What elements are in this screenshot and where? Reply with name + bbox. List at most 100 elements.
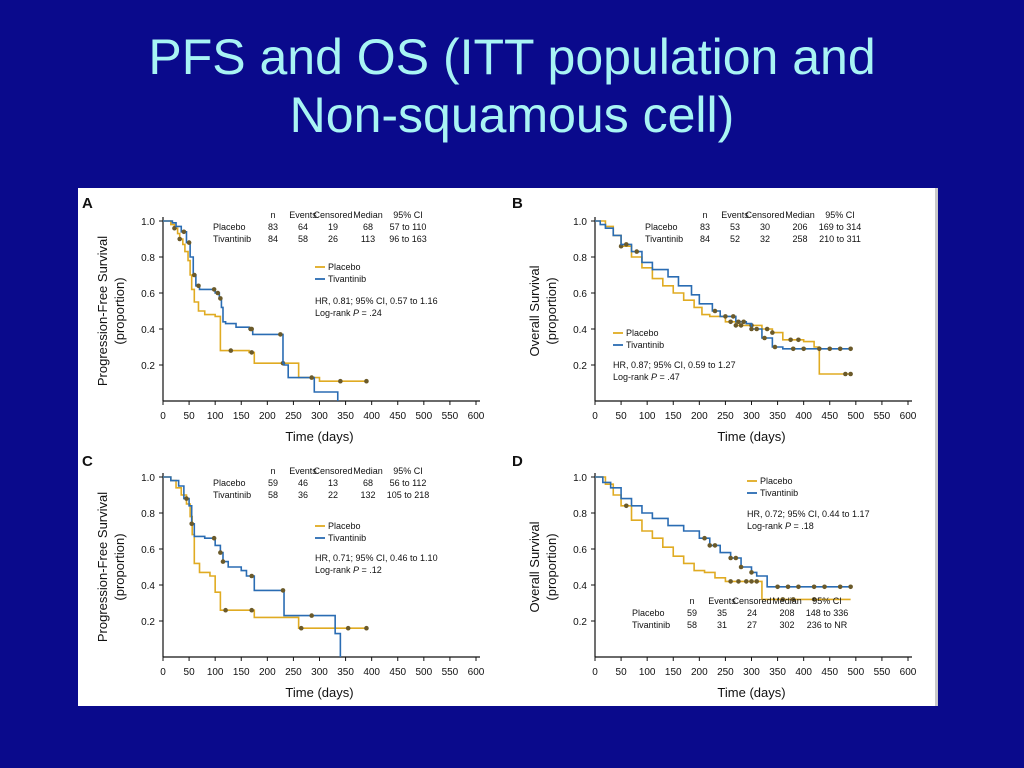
panel-d-table-arm-label: Placebo	[632, 608, 665, 618]
panel-b-tivantinib-censor-mark	[801, 346, 806, 352]
panel-c-letter: C	[82, 453, 93, 470]
panel-d-logrank-text: Log-rank P = .18	[747, 521, 814, 531]
panel-d-y-tick-label: 0.4	[573, 581, 587, 592]
panel-d-logrank-p: P	[785, 521, 791, 531]
panel-a-table-header: Events	[289, 210, 317, 220]
panel-c-tivantinib-censor-mark	[280, 588, 286, 593]
panel-c-table-header: 95% CI	[393, 466, 423, 476]
panel-d-table-cell: 31	[717, 620, 727, 630]
panel-d-table-cell: 148 to 336	[806, 608, 849, 618]
panel-d-tivantinib-censor-mark	[728, 555, 733, 561]
panel-a-placebo-censor-mark	[338, 378, 343, 384]
panel-a-x-tick-label: 350	[337, 411, 354, 422]
panel-c-legend-label: Tivantinib	[328, 533, 366, 543]
panel-c-tivantinib-censor-mark	[220, 559, 226, 564]
panel-c-x-tick-label: 300	[311, 667, 328, 678]
panel-a-x-tick-label: 300	[311, 411, 328, 422]
panel-d-x-tick-label: 50	[616, 667, 628, 678]
panel-b-x-tick-label: 300	[743, 411, 760, 422]
panel-d-tivantinib-censor-mark	[848, 584, 853, 590]
panel-d-x-tick-label: 0	[592, 667, 598, 678]
panel-c-placebo-censor-mark	[364, 625, 369, 631]
panel-c-x-tick-label: 100	[207, 667, 224, 678]
panel-c-tivantinib-censor-mark	[309, 613, 314, 618]
panel-d-x-tick-label: 250	[717, 667, 734, 678]
panel-c-table-cell: 58	[268, 490, 278, 500]
panel-a-tivantinib-censor-mark	[192, 272, 197, 278]
panel-c: 0.2 0.4 0.6 0.8 1.0 0 50 100 150 200 250 300 350 400 4…	[95, 466, 485, 700]
panel-b-placebo-censor-mark	[848, 371, 853, 377]
panel-a-x-tick-label: 100	[207, 411, 224, 422]
panel-c-table-cell: 46	[298, 478, 308, 488]
panel-d-tivantinib-censor-mark	[738, 564, 744, 570]
panel-a-logrank-prefix: Log-rank	[315, 308, 353, 318]
panel-d-tivantinib-censor-mark	[785, 584, 791, 590]
panel-b-tivantinib-censor-mark	[723, 314, 728, 319]
panel-d-tivantinib-censor-mark	[707, 543, 713, 548]
panel-c-x-tick-label: 450	[389, 667, 406, 678]
panel-a-x-tick-label: 200	[259, 411, 276, 422]
km-figure: 0.2 0.4 0.6 0.8 1.0 0 50 100 150 200 250 300 350 400 4…	[78, 188, 936, 706]
panel-d-table-cell: 27	[747, 620, 757, 630]
panel-a-table-cell: 68	[363, 222, 373, 232]
panel-a-table-arm-label: Tivantinib	[213, 234, 251, 244]
panel-d-tivantinib-censor-mark	[796, 584, 801, 590]
panel-b-x-tick-label: 550	[874, 411, 891, 422]
km-figure-svg: 0.20.40.60.81.00 50 100 150 200 250 300 350 400 4…	[82, 195, 917, 700]
panel-a-placebo-censor-mark	[228, 348, 234, 353]
panel-a-placebo-censor-mark	[177, 236, 182, 242]
panel-b-x-tick-label: 500	[847, 411, 864, 422]
panel-c-table-arm-label: Tivantinib	[213, 490, 251, 500]
panel-b-placebo-censor-mark	[733, 323, 739, 328]
panel-d-logrank-value: = .18	[791, 521, 814, 531]
panel-a-placebo-censor-mark	[249, 350, 254, 355]
panel-d-x-tick-label: 200	[691, 667, 708, 678]
panel-d-tivantinib-censor-mark	[749, 570, 754, 575]
panel-b-tivantinib-censor-mark	[790, 346, 796, 352]
panel-c-tivantinib-censor-mark	[218, 550, 223, 555]
panel-c-placebo-censor-mark	[249, 607, 254, 613]
panel-b-table-cell: 210 to 311	[819, 234, 861, 244]
panel-a-table-header: Median	[353, 210, 383, 220]
panel-a-x-tick-label: 450	[389, 411, 406, 422]
panel-c-y-tick-label: 0.8	[141, 509, 155, 520]
slide-title-line-2: Non-squamous cell)	[289, 87, 735, 143]
panel-b-legend-label: Placebo	[626, 328, 659, 338]
panel-c-placebo-censor-mark	[223, 607, 228, 613]
panel-a-placebo-censor-mark	[364, 378, 369, 384]
panel-b-y-tick-label: 0.6	[573, 289, 587, 300]
panel-a-y-label-line-2: (proportion)	[112, 277, 127, 344]
panel-b-x-tick-label: 250	[717, 411, 734, 422]
panel-c-hr-text: HR, 0.71; 95% CI, 0.46 to 1.10	[315, 553, 438, 563]
panel-c-table-arm-label: Placebo	[213, 478, 246, 488]
panel-a-table-cell: 58	[298, 234, 308, 244]
panel-a-legend-label: Tivantinib	[328, 274, 366, 284]
panel-a-table-cell: 26	[328, 234, 338, 244]
panel-b-tivantinib-censor-mark	[772, 344, 778, 350]
slide-title-line-1: PFS and OS (ITT population and	[148, 29, 876, 85]
panel-d-tivantinib-censor-mark	[822, 584, 827, 590]
panel-c-logrank-text: Log-rank P = .12	[315, 565, 382, 575]
panel-c-placebo-censor-mark	[298, 625, 304, 631]
panel-b-tivantinib-censor-mark	[837, 346, 843, 352]
panel-c-x-label: Time (days)	[285, 685, 353, 700]
panel-a-tivantinib-censor-mark	[211, 287, 217, 292]
panel-b-x-tick-label: 100	[639, 411, 656, 422]
panel-b-table-cell: 84	[700, 234, 710, 244]
panel-a-tivantinib-censor-mark	[196, 283, 201, 289]
panel-a-table-cell: 57 to 110	[390, 222, 427, 232]
panel-c-x-tick-label: 600	[468, 667, 485, 678]
panel-c-tivantinib-censor-mark	[211, 535, 217, 541]
panel-b-legend-label: Tivantinib	[626, 340, 664, 350]
panel-d-tivantinib-curve	[595, 476, 851, 588]
panel-a: 0.2 0.4 0.6 0.8 1.0 0 50 100 150 200 250 300 350 400 4…	[95, 210, 485, 444]
panel-c-placebo-censor-mark	[345, 625, 351, 631]
panel-d-tivantinib-censor-mark	[775, 584, 780, 590]
panel-b-tivantinib-censor-mark	[827, 346, 833, 352]
panel-b-table-cell: 169 to 314	[819, 222, 862, 232]
panel-c-table-cell: 105 to 218	[387, 490, 430, 500]
panel-c-table-header: Median	[353, 466, 383, 476]
panel-a-table-cell: 84	[268, 234, 278, 244]
panel-c-table-cell: 56 to 112	[390, 478, 427, 488]
panel-b-y-tick-label: 0.4	[573, 325, 587, 336]
